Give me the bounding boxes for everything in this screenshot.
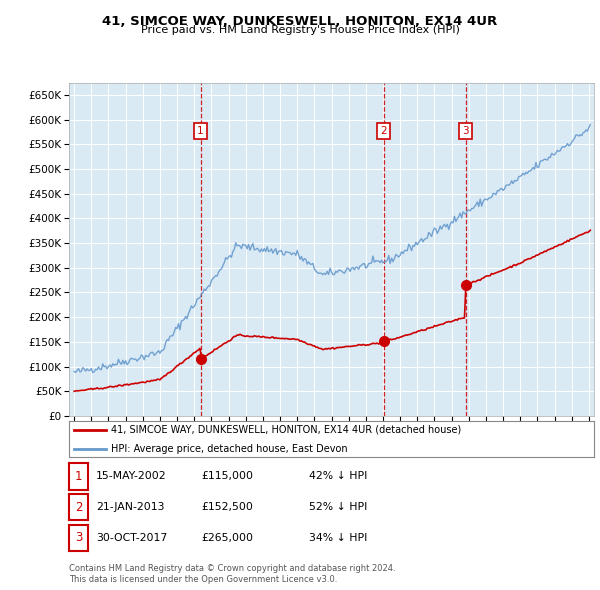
Text: 42% ↓ HPI: 42% ↓ HPI — [309, 471, 367, 481]
Text: 2: 2 — [75, 500, 82, 514]
Text: 41, SIMCOE WAY, DUNKESWELL, HONITON, EX14 4UR (detached house): 41, SIMCOE WAY, DUNKESWELL, HONITON, EX1… — [111, 425, 461, 435]
Text: 15-MAY-2002: 15-MAY-2002 — [96, 471, 167, 481]
Text: 34% ↓ HPI: 34% ↓ HPI — [309, 533, 367, 543]
Text: £265,000: £265,000 — [201, 533, 253, 543]
Text: 2: 2 — [380, 126, 387, 136]
Text: 1: 1 — [75, 470, 82, 483]
Text: £152,500: £152,500 — [201, 502, 253, 512]
Text: 52% ↓ HPI: 52% ↓ HPI — [309, 502, 367, 512]
Text: 1: 1 — [197, 126, 204, 136]
Text: Price paid vs. HM Land Registry's House Price Index (HPI): Price paid vs. HM Land Registry's House … — [140, 25, 460, 35]
Text: 41, SIMCOE WAY, DUNKESWELL, HONITON, EX14 4UR: 41, SIMCOE WAY, DUNKESWELL, HONITON, EX1… — [103, 15, 497, 28]
Text: £115,000: £115,000 — [201, 471, 253, 481]
Text: 21-JAN-2013: 21-JAN-2013 — [96, 502, 164, 512]
Text: 3: 3 — [463, 126, 469, 136]
Text: 30-OCT-2017: 30-OCT-2017 — [96, 533, 167, 543]
Text: Contains HM Land Registry data © Crown copyright and database right 2024.: Contains HM Land Registry data © Crown c… — [69, 565, 395, 573]
Text: 3: 3 — [75, 531, 82, 545]
Text: HPI: Average price, detached house, East Devon: HPI: Average price, detached house, East… — [111, 444, 347, 454]
Text: This data is licensed under the Open Government Licence v3.0.: This data is licensed under the Open Gov… — [69, 575, 337, 584]
